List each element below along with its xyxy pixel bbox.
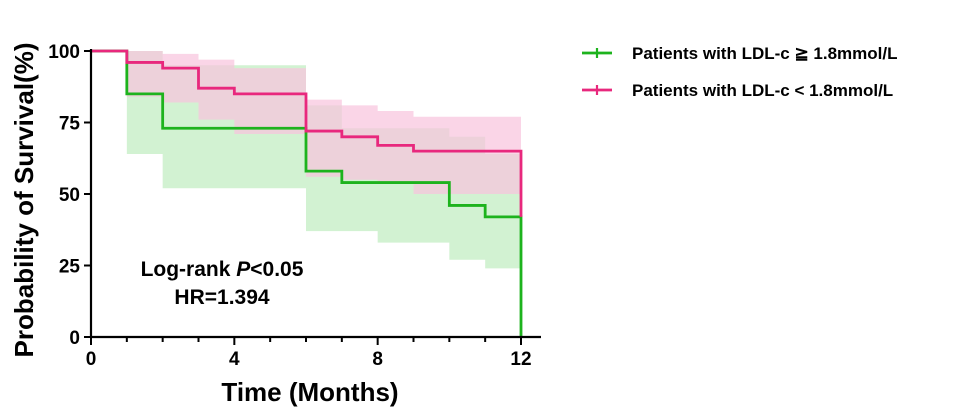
y-tick-label: 0: [69, 328, 80, 349]
survival-curve-series-1: [91, 49, 523, 337]
y-tick-label: 50: [59, 185, 80, 206]
survival-curves: [91, 49, 523, 337]
x-tick-label: 0: [86, 349, 97, 370]
y-axis-ticks: 0 25 50 75 100: [48, 42, 91, 349]
logrank-p-symbol: P: [236, 258, 251, 281]
x-axis-ticks: 0 4 8 12: [86, 337, 532, 370]
x-tick-label: 12: [510, 349, 531, 370]
logrank-label: Log-rank P<0.05: [141, 258, 304, 281]
legend: Patients with LDL-c ≧ 1.8mmol/L Patients …: [582, 44, 898, 100]
y-tick-label: 25: [59, 257, 81, 278]
x-tick-label: 8: [372, 349, 383, 370]
legend-label-series-2: Patients with LDL-c < 1.8mmol/L: [632, 81, 893, 100]
hazard-ratio-label: HR=1.394: [174, 286, 269, 309]
logrank-prefix: Log-rank: [141, 258, 237, 281]
legend-label-series-1: Patients with LDL-c ≧ 1.8mmol/L: [632, 44, 898, 63]
y-tick-label: 100: [48, 42, 80, 63]
x-axis-title: Time (Months): [221, 377, 398, 407]
y-axis-title: Probability of Survival(%): [9, 43, 39, 358]
x-tick-label: 4: [229, 349, 240, 370]
stats-annotation: Log-rank P<0.05 HR=1.394: [141, 258, 304, 309]
survival-curve-series-2: [91, 49, 523, 217]
y-tick-label: 75: [59, 114, 81, 135]
logrank-p-value: <0.05: [250, 258, 303, 281]
